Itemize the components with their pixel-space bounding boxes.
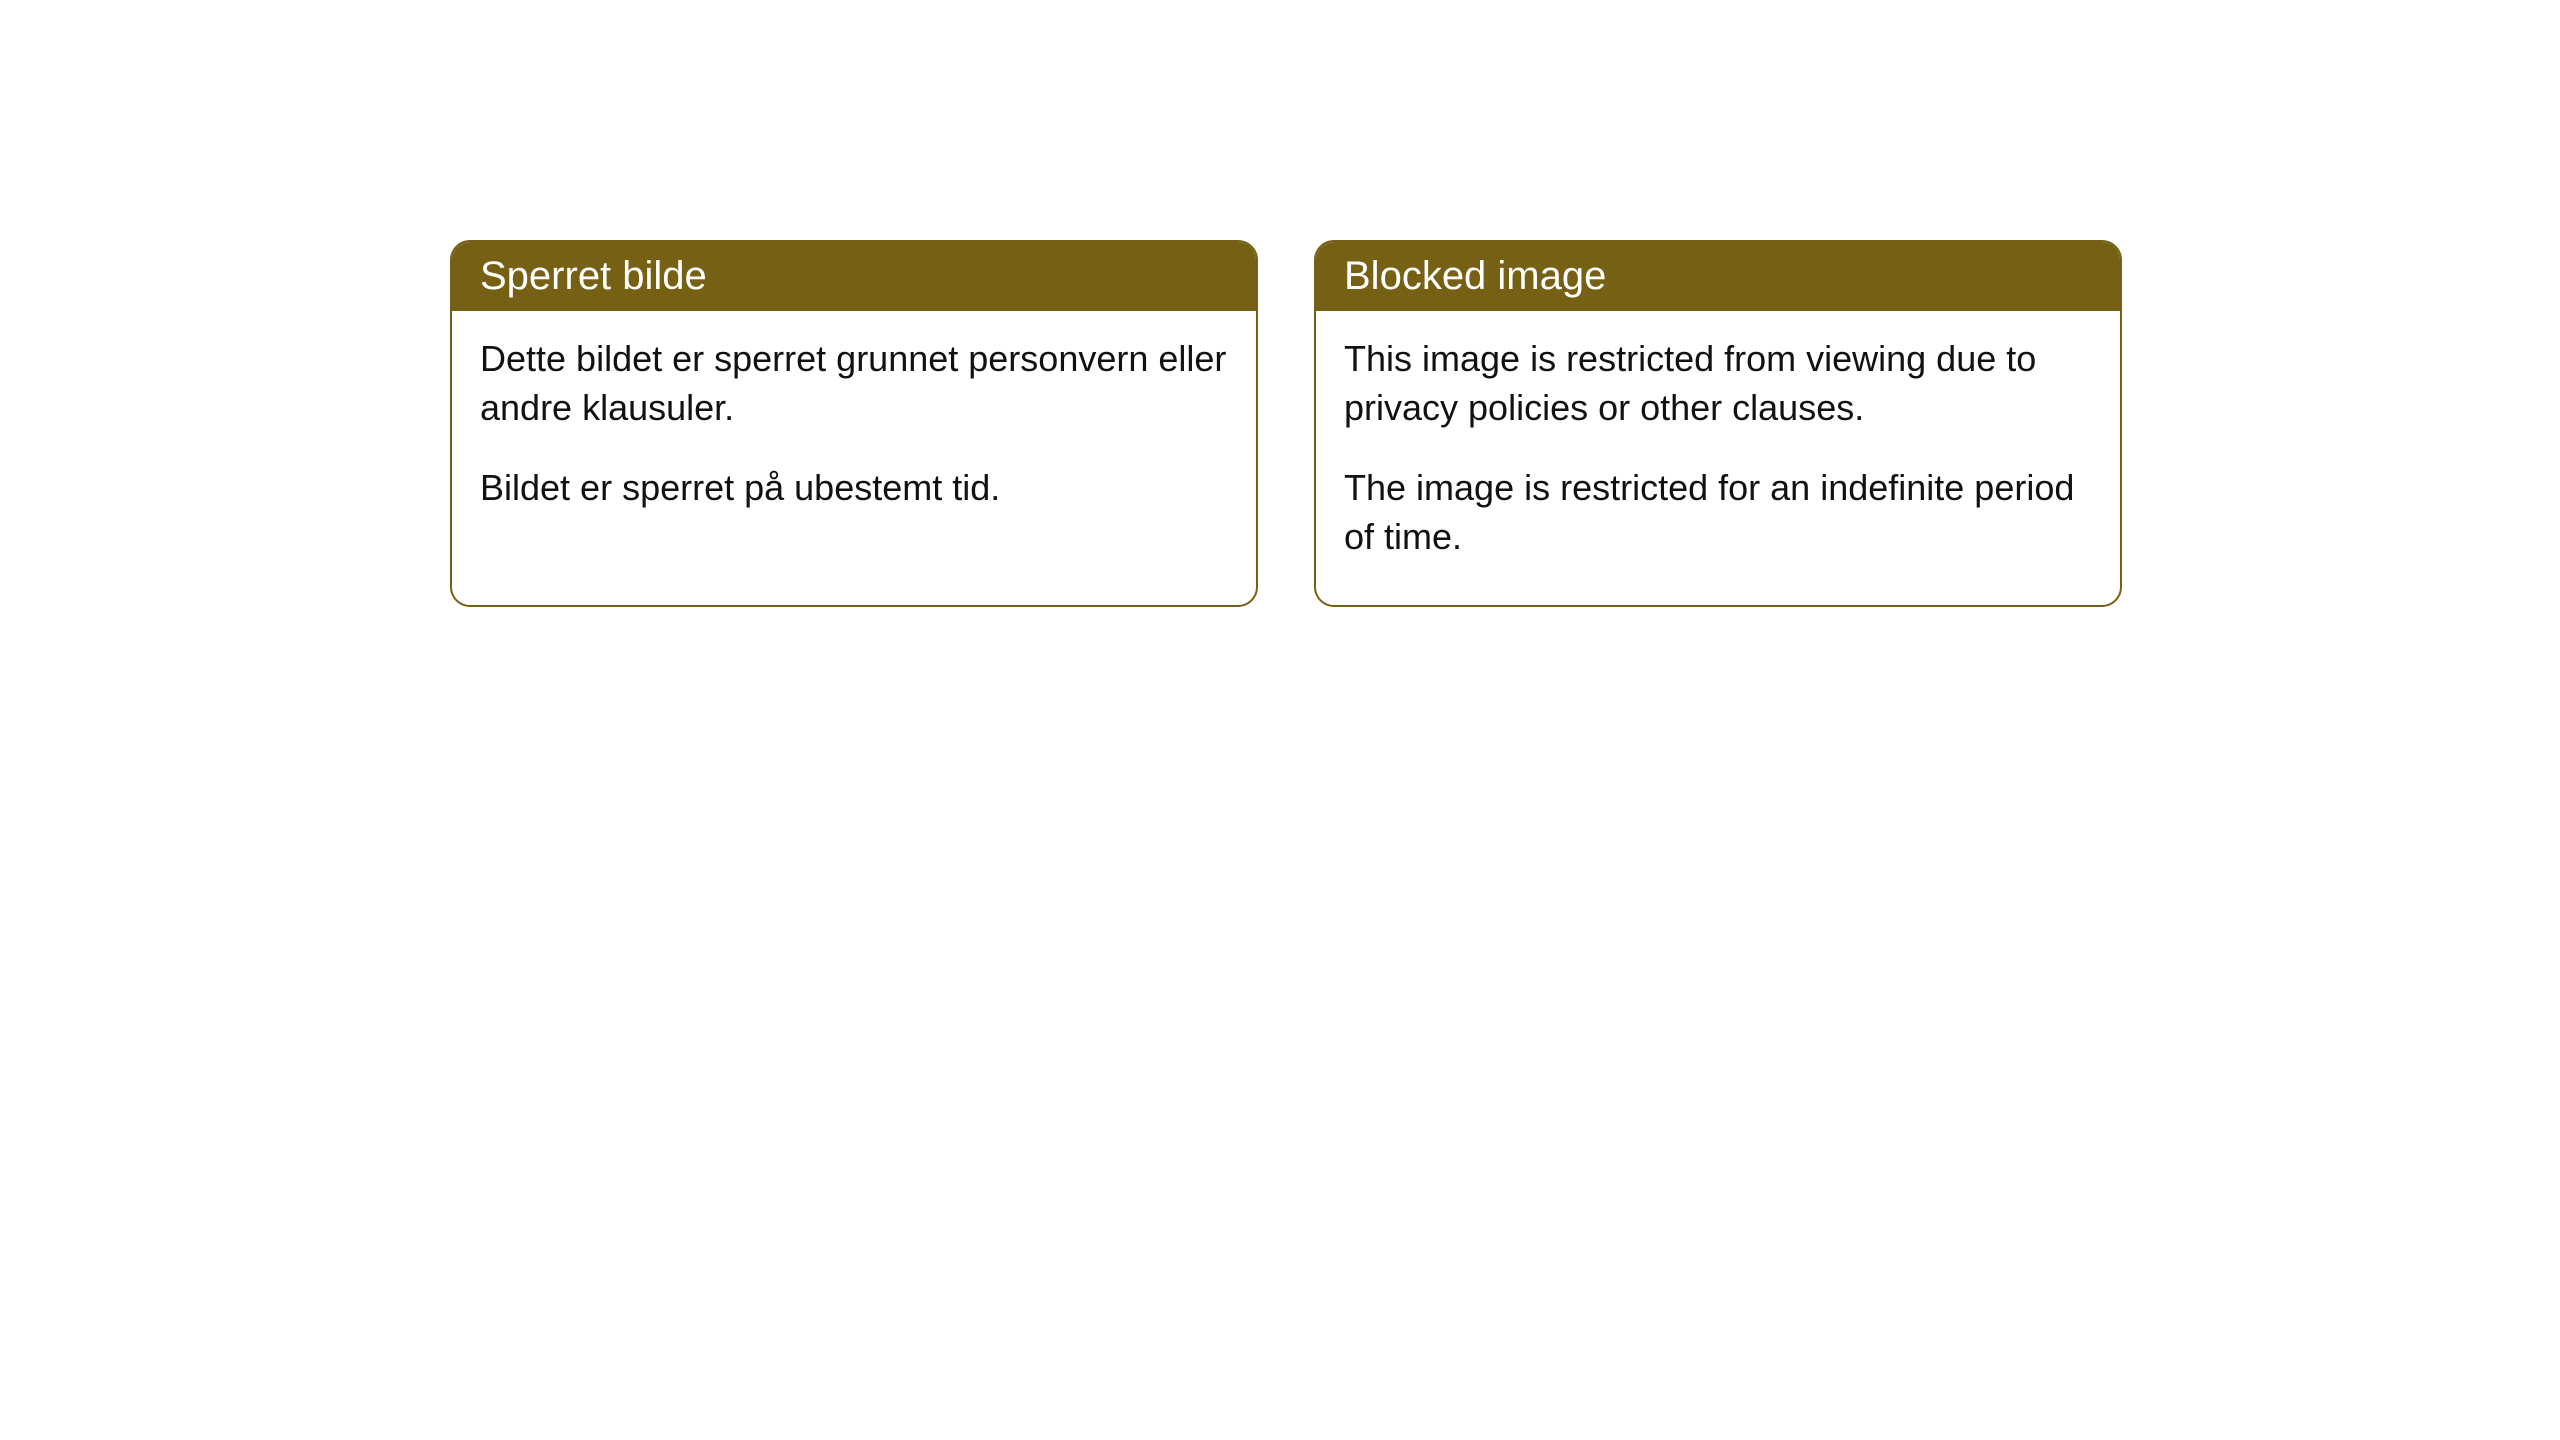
card-header: Sperret bilde	[452, 242, 1256, 311]
card-paragraph-1: Dette bildet er sperret grunnet personve…	[480, 335, 1228, 432]
card-title: Sperret bilde	[480, 254, 707, 298]
blocked-image-card-en: Blocked image This image is restricted f…	[1314, 240, 2122, 607]
card-title: Blocked image	[1344, 254, 1606, 298]
card-paragraph-1: This image is restricted from viewing du…	[1344, 335, 2092, 432]
card-body: This image is restricted from viewing du…	[1316, 311, 2120, 605]
blocked-image-card-no: Sperret bilde Dette bildet er sperret gr…	[450, 240, 1258, 607]
card-body: Dette bildet er sperret grunnet personve…	[452, 311, 1256, 557]
card-paragraph-2: Bildet er sperret på ubestemt tid.	[480, 464, 1228, 513]
cards-container: Sperret bilde Dette bildet er sperret gr…	[450, 240, 2122, 607]
card-header: Blocked image	[1316, 242, 2120, 311]
card-paragraph-2: The image is restricted for an indefinit…	[1344, 464, 2092, 561]
